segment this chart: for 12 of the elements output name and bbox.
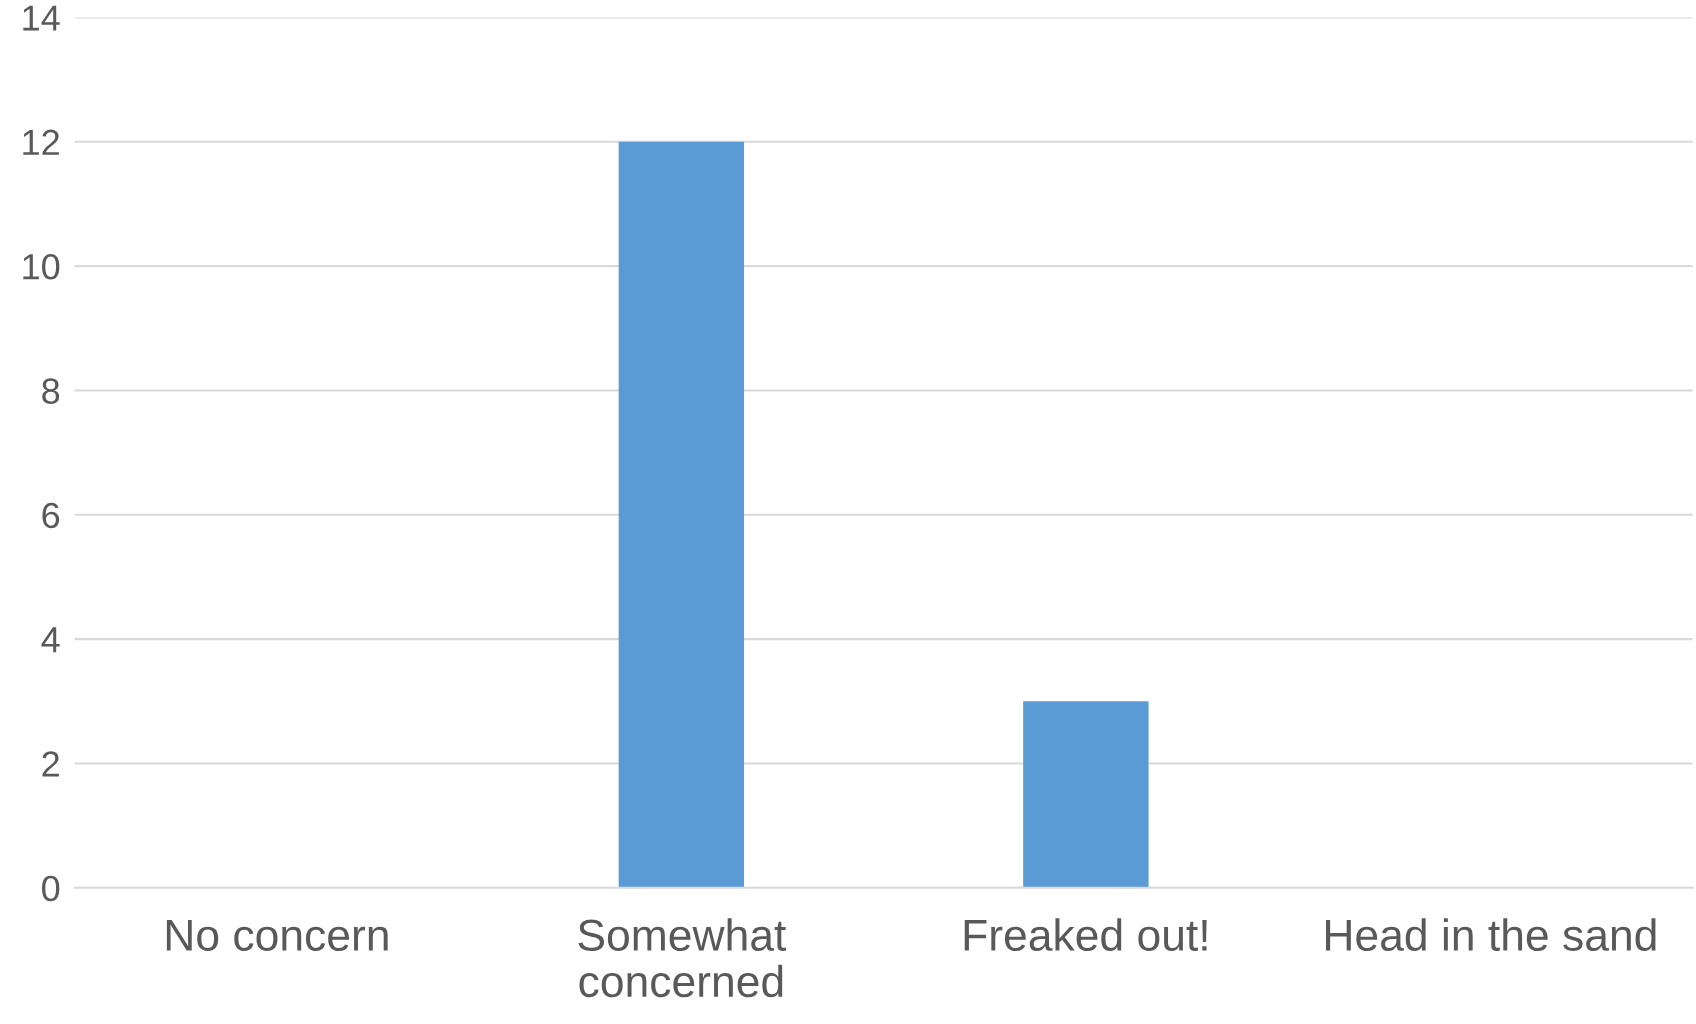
y-tick-label: 12: [23, 129, 59, 155]
y-tick-label: 0: [42, 875, 60, 902]
y-tick-label: 6: [42, 502, 60, 529]
y-tick-label: 10: [23, 253, 60, 280]
y-tick-label: 2: [42, 751, 59, 777]
x-tick-label: Head in the sand: [1326, 918, 1656, 952]
x-tick-label: Freaked out!: [964, 918, 1207, 952]
y-tick-label: 14: [23, 5, 60, 31]
x-tick-label: Somewhat concerned: [578, 918, 787, 998]
y-tick-label: 8: [42, 378, 60, 404]
y-tick-label: 4: [41, 627, 60, 653]
x-tick-label: No concern: [166, 920, 388, 952]
